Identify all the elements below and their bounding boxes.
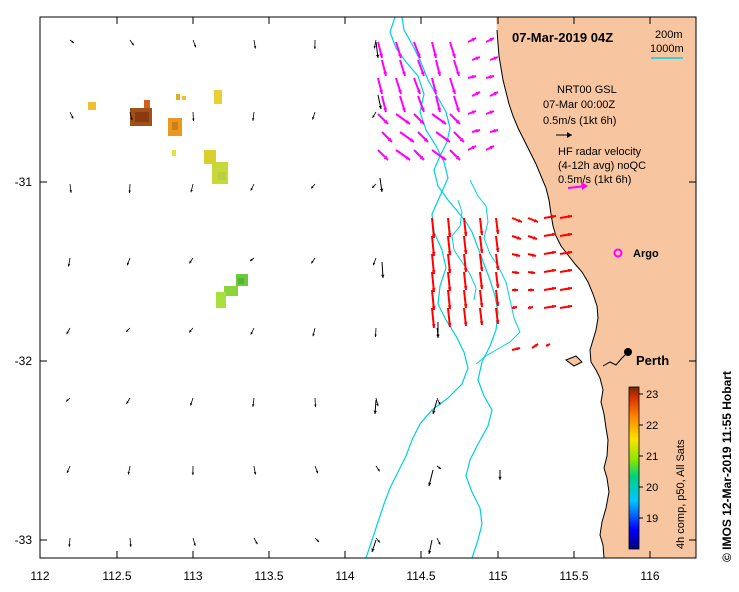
- hf-radar-arrows-south: [431, 214, 573, 351]
- bathy-contour-shelf-2: [451, 199, 477, 301]
- x-tick-label: 116: [640, 569, 659, 583]
- hf-radar-arrows: [377, 37, 499, 161]
- x-tick-label: 112: [30, 569, 49, 583]
- credit-text: © IMOS 12-Mar-2019 11:55 Hobart: [720, 371, 734, 562]
- argo-marker: [613, 248, 623, 258]
- y-axis: -31 -32 -33: [15, 175, 696, 547]
- sst-pixels: [88, 90, 248, 308]
- colorbar-tick-label: 20: [646, 482, 658, 494]
- x-tick-label: 114: [335, 569, 354, 583]
- argo-label: Argo: [633, 248, 659, 260]
- plot-frame: [39, 16, 697, 559]
- x-tick-label: 113: [183, 569, 202, 583]
- legend-nrt-title: NRT00 GSL: [557, 84, 617, 96]
- colorbar-label: 4h comp, p50, All Sats: [675, 439, 687, 549]
- legend-nrt-scale: 0.5m/s (1kt 6h): [543, 115, 616, 127]
- model-current-arrows: [65, 39, 502, 555]
- legend-nrt-arrow: [556, 132, 572, 138]
- legend-nrt-time: 07-Mar 00:00Z: [543, 99, 615, 111]
- colorbar-tick-label: 19: [646, 513, 658, 525]
- x-tick-label: 115: [488, 569, 507, 583]
- colorbar-tick-label: 22: [646, 420, 658, 432]
- bathy-contour-200m: [401, 17, 499, 558]
- bathy-contour-shelf: [469, 179, 521, 365]
- land-mass: [496, 17, 696, 558]
- colorbar-tick-label: 21: [646, 451, 658, 463]
- colorbar: [628, 386, 640, 550]
- legend-hf-sub: (4-12h avg) noQC: [558, 160, 646, 172]
- y-tick-label: -33: [15, 533, 33, 547]
- x-tick-label: 112.5: [102, 569, 131, 583]
- x-axis: 112 112.5 113 113.5 114 114.5 115 115.5 116: [30, 17, 660, 583]
- x-tick-label: 113.5: [254, 569, 283, 583]
- colorbar-tick-label: 23: [646, 389, 658, 401]
- island: [564, 355, 583, 367]
- perth-river: [602, 351, 629, 367]
- colorbar-ticks: 19 20 21 22 23: [639, 389, 658, 525]
- coastline: [496, 29, 610, 559]
- contour-label-200m: 200m: [655, 29, 683, 41]
- y-tick-label: -32: [15, 354, 33, 368]
- map-title: 07-Mar-2019 04Z: [512, 30, 613, 45]
- legend-hf-arrow: [567, 182, 588, 190]
- y-tick-label: -31: [15, 175, 33, 189]
- x-tick-label: 115.5: [559, 569, 588, 583]
- legend-hf-title: HF radar velocity: [558, 146, 642, 158]
- legend-hf-scale: 0.5m/s (1kt 6h): [558, 174, 631, 186]
- x-tick-label: 114.5: [406, 569, 435, 583]
- city-label: Perth: [636, 353, 669, 368]
- bathy-contour-1000m: [365, 17, 469, 558]
- contour-label-1000m: 1000m: [650, 43, 684, 55]
